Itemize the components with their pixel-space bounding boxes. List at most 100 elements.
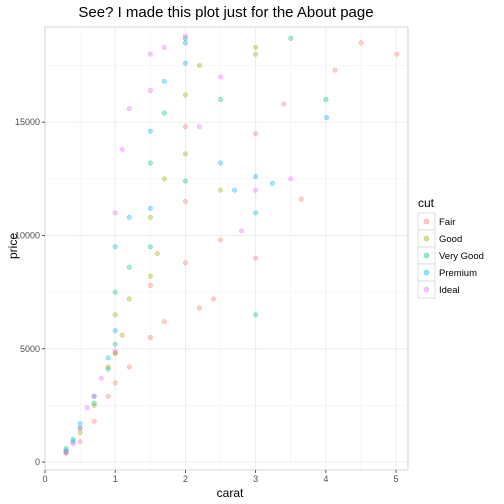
data-point xyxy=(63,450,69,456)
data-point xyxy=(269,180,276,186)
panel-border xyxy=(44,26,409,471)
series-good xyxy=(63,44,259,455)
data-point xyxy=(182,198,188,205)
data-point xyxy=(105,366,111,372)
data-point xyxy=(112,289,118,295)
x-tick-label: 3 xyxy=(253,474,258,484)
x-axis-label: carat xyxy=(217,486,244,500)
data-point xyxy=(394,51,400,57)
data-point xyxy=(126,214,132,220)
legend-symbol xyxy=(423,252,430,259)
data-point xyxy=(147,87,153,93)
data-point xyxy=(253,130,259,137)
data-point xyxy=(63,448,69,454)
data-point xyxy=(112,210,118,216)
data-point xyxy=(281,101,287,107)
y-tick-label: 15000 xyxy=(15,117,40,127)
data-point xyxy=(105,393,111,399)
data-point xyxy=(253,187,259,193)
data-point xyxy=(161,110,167,116)
data-point xyxy=(119,332,125,338)
data-point xyxy=(147,334,153,340)
data-point xyxy=(77,420,83,427)
data-point xyxy=(91,393,97,399)
series-very-good xyxy=(63,35,329,452)
data-point xyxy=(196,305,203,311)
data-point xyxy=(147,51,153,57)
data-point xyxy=(288,35,294,41)
data-point xyxy=(112,341,118,347)
data-point xyxy=(91,418,97,424)
data-point xyxy=(112,312,118,318)
data-point xyxy=(91,402,97,408)
data-point xyxy=(253,312,259,318)
data-point xyxy=(91,400,97,406)
data-point xyxy=(147,160,153,166)
x-tick-label: 4 xyxy=(323,474,328,484)
legend-symbol xyxy=(423,235,430,242)
y-tick-label: 10000 xyxy=(15,230,40,240)
data-point xyxy=(147,273,153,279)
data-point xyxy=(161,319,167,325)
data-point xyxy=(84,405,90,411)
data-point xyxy=(182,178,188,184)
data-point xyxy=(196,62,203,69)
legend-label: Premium xyxy=(439,268,477,279)
data-point xyxy=(112,350,118,356)
data-point xyxy=(70,436,76,442)
panel-background xyxy=(45,27,408,470)
data-point xyxy=(182,40,188,46)
data-point xyxy=(112,348,118,354)
legend-label: Very Good xyxy=(439,251,484,262)
data-point xyxy=(70,441,76,447)
data-point xyxy=(253,51,259,57)
data-point xyxy=(182,260,188,266)
data-point xyxy=(147,282,153,288)
data-point xyxy=(182,60,188,66)
data-point xyxy=(112,328,118,334)
data-point xyxy=(182,35,188,41)
data-point xyxy=(105,355,111,361)
data-point xyxy=(126,364,132,370)
data-point xyxy=(147,128,153,134)
series-premium xyxy=(63,40,330,454)
data-point xyxy=(91,393,97,399)
data-point xyxy=(323,96,329,103)
data-point xyxy=(105,364,111,370)
data-point xyxy=(210,296,217,302)
data-point xyxy=(112,380,118,386)
x-tick-label: 2 xyxy=(183,474,188,484)
data-point xyxy=(217,187,224,193)
data-point xyxy=(63,449,69,455)
x-axis: 0 1 2 3 4 5 xyxy=(42,470,399,484)
data-point xyxy=(112,350,118,356)
y-tick-label: 0 xyxy=(35,457,40,467)
data-point xyxy=(217,160,224,166)
y-axis: 0 5000 10000 15000 xyxy=(15,117,45,467)
legend-key xyxy=(417,280,436,299)
data-point xyxy=(161,44,167,50)
data-point xyxy=(239,228,245,234)
legend: cut Fair Good Very Good Premium Ideal xyxy=(417,196,484,299)
data-point xyxy=(253,255,259,261)
data-point xyxy=(358,40,364,46)
data-point xyxy=(182,92,188,98)
data-point xyxy=(288,176,294,182)
data-point xyxy=(332,67,338,73)
legend-symbol xyxy=(423,269,430,276)
data-point xyxy=(77,439,83,445)
data-point xyxy=(253,174,259,180)
y-tick-label: 5000 xyxy=(20,344,40,354)
chart-title: See? I made this plot just for the About… xyxy=(78,4,373,21)
data-point xyxy=(253,210,259,216)
data-point xyxy=(232,187,238,193)
data-point xyxy=(70,439,76,445)
data-point xyxy=(161,176,167,182)
x-tick-label: 5 xyxy=(394,474,399,484)
legend-label: Ideal xyxy=(439,285,460,296)
data-point xyxy=(77,430,83,436)
legend-title: cut xyxy=(418,196,435,210)
data-point xyxy=(126,106,132,112)
data-point xyxy=(63,445,69,452)
